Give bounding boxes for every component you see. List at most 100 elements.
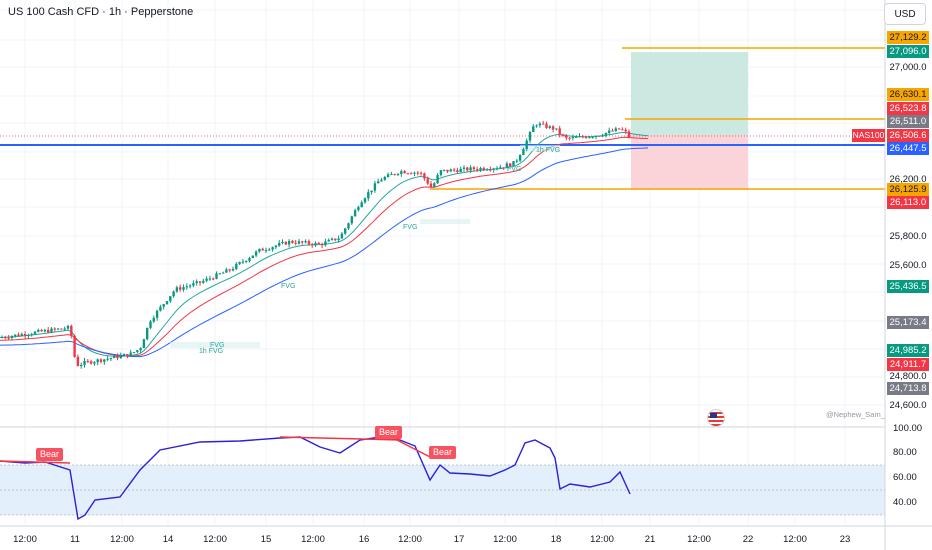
fvg-box	[420, 219, 470, 224]
candle-body	[330, 238, 334, 240]
candle-body	[172, 291, 175, 297]
candle-body	[410, 173, 413, 175]
rsi-axis-label: 100.00	[893, 423, 923, 434]
currency-button[interactable]: USD	[884, 3, 926, 25]
time-axis-label: 11	[70, 534, 80, 545]
candle-body	[188, 285, 192, 287]
price-axis-label: 24,600.0	[887, 399, 929, 412]
candlesticks	[0, 120, 631, 369]
us-flag-icon[interactable]	[707, 409, 725, 427]
candle-body	[238, 262, 241, 264]
candle-body	[433, 183, 436, 187]
candle-body	[462, 167, 466, 169]
candle-body	[512, 161, 515, 167]
ema-slow-line	[0, 147, 649, 358]
candle-body	[614, 128, 617, 132]
candle-body	[195, 281, 198, 284]
candle-body	[413, 172, 416, 174]
candle-body	[235, 263, 238, 269]
candle-body	[370, 190, 373, 193]
candle-body	[499, 167, 502, 169]
candle-body	[63, 328, 66, 330]
price-tag: 24,911.7	[887, 358, 929, 371]
candle-body	[419, 172, 423, 174]
candle-body	[185, 286, 188, 288]
candle-body	[571, 137, 575, 139]
candle-body	[23, 334, 27, 336]
candle-body	[113, 355, 116, 359]
candle-body	[509, 163, 512, 167]
time-axis-label: 12:00	[493, 534, 517, 545]
candle-body	[472, 167, 476, 170]
bear-divergence-line	[0, 460, 71, 464]
candle-body	[27, 335, 30, 337]
candle-body	[89, 361, 93, 364]
candle-body	[122, 354, 126, 356]
candle-body	[363, 198, 367, 203]
fvg-label: 1h FVG	[199, 348, 224, 355]
candle-body	[179, 287, 182, 290]
price-tag: 26,523.8	[887, 102, 929, 115]
candle-body	[228, 269, 231, 271]
time-axis-label: 12:00	[590, 534, 614, 545]
bear-divergence-line	[279, 436, 401, 441]
candle-body	[93, 362, 96, 364]
candle-body	[314, 243, 317, 246]
chart-grid	[0, 0, 885, 525]
candle-body	[449, 169, 452, 172]
candle-body	[386, 174, 390, 178]
symbol-title[interactable]: US 100 Cash CFD · 1h · Pepperstone	[8, 6, 194, 18]
candle-body	[353, 210, 357, 217]
candle-body	[367, 192, 370, 199]
candle-body	[466, 167, 469, 171]
candle-body	[515, 160, 518, 162]
candle-body	[584, 137, 588, 139]
candle-body	[578, 136, 581, 138]
candle-body	[317, 243, 320, 245]
time-axis-label: 12:00	[110, 534, 134, 545]
candle-body	[284, 241, 287, 245]
candle-body	[215, 273, 218, 279]
fvg-box	[520, 145, 560, 151]
candle-body	[103, 359, 106, 362]
candle-body	[383, 177, 386, 180]
fvg-label: FVG	[281, 283, 296, 290]
candle-body	[525, 140, 528, 150]
candle-body	[225, 269, 228, 273]
price-tag: 27,096.0	[887, 45, 929, 58]
candle-body	[155, 310, 159, 318]
candle-body	[373, 183, 377, 191]
symbol-price-tag: NAS100	[852, 129, 885, 142]
candle-body	[565, 135, 568, 138]
candle-body	[116, 355, 119, 359]
candle-body	[254, 251, 258, 256]
candle-body	[14, 334, 17, 337]
candle-body	[439, 170, 443, 176]
time-axis-label: 15	[260, 534, 272, 545]
candle-body	[198, 281, 202, 283]
candle-body	[393, 174, 396, 176]
price-tag: 26,511.0	[887, 115, 929, 128]
candle-body	[429, 183, 433, 187]
candle-body	[83, 360, 86, 365]
candle-body	[390, 174, 393, 176]
candle-body	[258, 248, 261, 252]
price-axis-label: 25,600.0	[887, 259, 929, 272]
price-tag: 26,506.6	[887, 129, 929, 142]
candle-body	[334, 238, 337, 241]
candle-body	[320, 243, 324, 246]
candle-body	[0, 337, 4, 339]
price-axis-label: 26,200.0	[887, 173, 929, 186]
candle-body	[568, 137, 571, 139]
candle-body	[304, 241, 307, 243]
candle-body	[479, 167, 482, 170]
candle-body	[340, 233, 344, 239]
trade-position-zones	[631, 52, 748, 190]
candle-body	[502, 167, 505, 169]
rsi-axis-label: 80.00	[893, 447, 917, 458]
price-tag: 26,630.1	[887, 88, 929, 101]
time-axis-label: 18	[550, 534, 562, 545]
candle-body	[311, 244, 314, 246]
